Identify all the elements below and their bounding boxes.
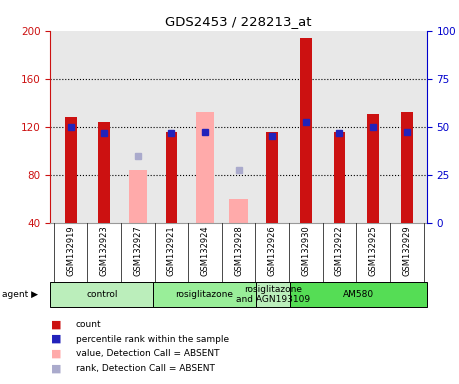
Text: AM580: AM580 [343, 290, 374, 299]
Text: control: control [86, 290, 118, 299]
Bar [65, 117, 77, 223]
Bar [401, 112, 413, 223]
Text: GSM132924: GSM132924 [201, 226, 210, 276]
Text: GSM132921: GSM132921 [167, 226, 176, 276]
Bar [153, 282, 256, 307]
Bar [334, 131, 345, 223]
Text: GSM132919: GSM132919 [66, 226, 75, 276]
Bar [98, 122, 110, 223]
Text: ■: ■ [50, 334, 61, 344]
Bar [256, 282, 290, 307]
Bar [230, 199, 248, 223]
Bar [367, 114, 379, 223]
Bar [196, 112, 214, 223]
Bar [290, 282, 427, 307]
Text: GSM132922: GSM132922 [335, 226, 344, 276]
Bar [266, 131, 278, 223]
Text: percentile rank within the sample: percentile rank within the sample [76, 334, 229, 344]
Text: GSM132928: GSM132928 [234, 226, 243, 276]
Text: value, Detection Call = ABSENT: value, Detection Call = ABSENT [76, 349, 219, 358]
Text: count: count [76, 320, 101, 329]
Text: rosiglitazone
and AGN193109: rosiglitazone and AGN193109 [236, 285, 310, 305]
Text: GSM132930: GSM132930 [302, 226, 310, 276]
Text: GSM132923: GSM132923 [100, 226, 109, 276]
Text: rosiglitazone: rosiglitazone [175, 290, 234, 299]
Text: ■: ■ [50, 349, 61, 359]
Text: agent ▶: agent ▶ [2, 290, 38, 299]
Bar [300, 38, 312, 223]
Bar [50, 282, 153, 307]
Bar [129, 170, 147, 223]
Text: GSM132926: GSM132926 [268, 226, 277, 276]
Text: ■: ■ [50, 363, 61, 373]
Text: GSM132927: GSM132927 [134, 226, 142, 276]
Text: GSM132925: GSM132925 [369, 226, 378, 276]
Text: rank, Detection Call = ABSENT: rank, Detection Call = ABSENT [76, 364, 215, 373]
Bar [166, 131, 177, 223]
Title: GDS2453 / 228213_at: GDS2453 / 228213_at [165, 15, 312, 28]
Text: GSM132929: GSM132929 [402, 226, 411, 276]
Text: ■: ■ [50, 319, 61, 329]
